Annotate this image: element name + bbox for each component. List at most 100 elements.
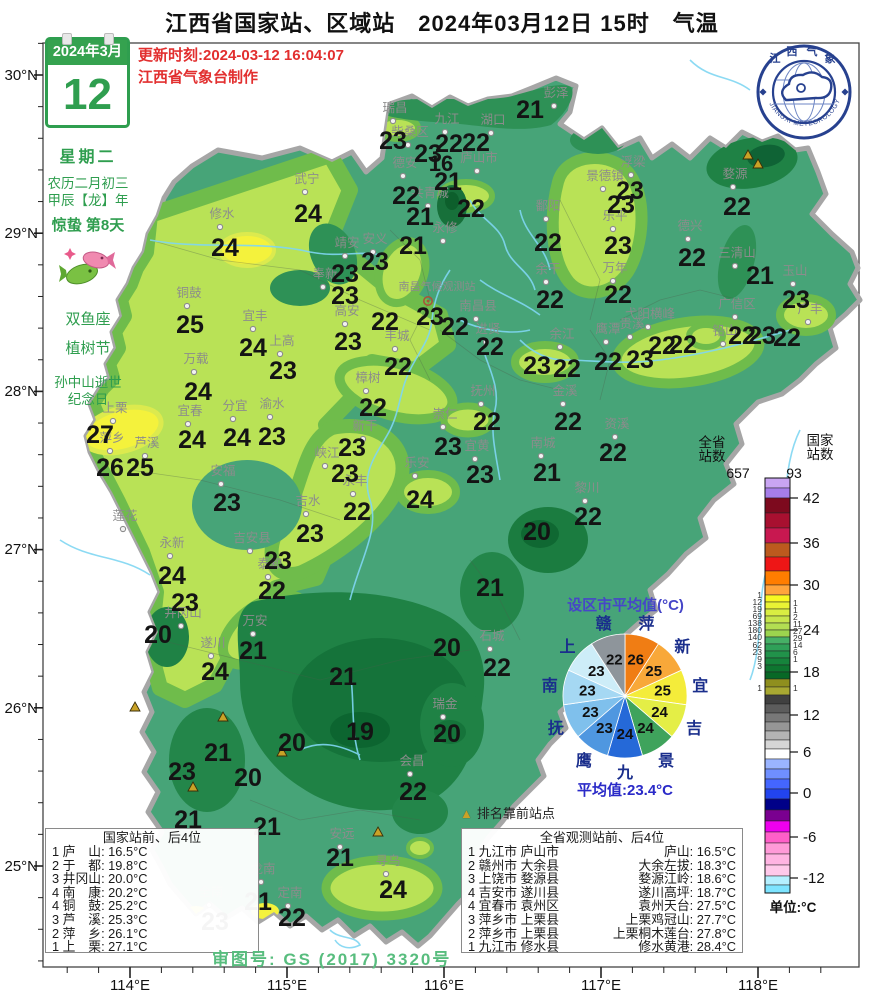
station-marker — [486, 645, 494, 653]
temp-value: 23 — [171, 589, 199, 617]
temp-value: 24 — [223, 424, 251, 452]
temp-value: 26 — [96, 454, 124, 482]
colorbar-tick-label: -12 — [803, 870, 825, 887]
station-marker — [599, 185, 607, 193]
temp-value: 22 — [599, 439, 627, 467]
colorbar-left-count: 138 — [748, 618, 762, 628]
colorbar-cell — [764, 758, 791, 770]
station-name: 德安 — [392, 155, 417, 170]
legend-national-header: 国家 站数 — [806, 433, 834, 462]
pie-value: 26 — [627, 652, 644, 669]
colorbar-cell — [764, 527, 791, 544]
station-name: 靖安 — [334, 235, 359, 250]
river-line — [149, 239, 381, 256]
boundary-line — [159, 639, 471, 681]
light-zone-xunwu — [321, 855, 443, 921]
lat-label: 25°N — [4, 858, 38, 875]
temp-value: 20 — [144, 621, 172, 649]
pie-city-label: 上 — [560, 638, 576, 656]
pie-value: 22 — [606, 652, 623, 669]
station-marker — [441, 128, 449, 136]
province-table-row: 2 赣州市 大余县 大余左拔: 18.3°C — [468, 857, 736, 873]
station-name: 浮梁 — [620, 154, 646, 169]
calendar-day: 12 — [63, 70, 112, 119]
boundary-line — [619, 289, 741, 321]
temp-value: 23 — [213, 489, 241, 517]
station-marker — [482, 338, 490, 346]
pie-city-label: 吉 — [686, 719, 702, 738]
station-marker — [439, 713, 447, 721]
colorbar-tick-label: 12 — [803, 707, 820, 724]
colorbar-left-count: 1 — [757, 590, 762, 600]
page-title: 江西省国家站、区域站 2024年03月12日 15时 气温 — [165, 11, 719, 36]
station-name: 乐平 — [602, 209, 627, 223]
temp-value: 22 — [435, 130, 463, 158]
station-marker — [382, 870, 390, 878]
station-name: 高安 — [334, 303, 359, 318]
station-marker — [804, 318, 812, 326]
station-name: 泰和 — [257, 557, 282, 571]
station-marker — [284, 902, 292, 910]
light-zone-zhangshu — [334, 355, 458, 425]
pie-value: 24 — [617, 726, 634, 743]
ranking-triangle-icon — [217, 711, 229, 722]
station-marker — [249, 325, 257, 333]
memorial-label-1: 孙中山逝世 — [54, 375, 122, 390]
colorbar-left-count: 9 — [757, 654, 762, 664]
pie-value: 23 — [596, 720, 613, 737]
dark-core-ruijin — [434, 720, 466, 744]
pie-city-label: 景 — [658, 752, 674, 770]
station-marker — [321, 462, 329, 470]
temp-value: 20 — [433, 720, 461, 748]
logo-cloud-spiral — [796, 83, 806, 93]
pisces-icon — [59, 248, 116, 285]
province-table-rows: 1 九江市 庐山市 庐山: 16.5°C 2 赣州市 大余县 大余左拔: 18.3°C… — [468, 845, 736, 954]
temp-value: 22 — [728, 322, 756, 350]
temp-value: 21 — [746, 262, 774, 290]
colorbar-tick-label: 0 — [803, 785, 811, 802]
ranking-triangle-icon — [372, 826, 384, 837]
station-name: 永修 — [432, 220, 458, 235]
province-table-row: 3 萍乡市 上栗县 上栗鸡冠山: 27.7°C — [468, 911, 736, 927]
boundary-line — [469, 559, 521, 641]
station-name: 修水 — [209, 206, 235, 221]
pie-value: 23 — [582, 704, 599, 721]
station-name: 广信区 — [718, 297, 756, 311]
temp-value: 23 — [416, 303, 444, 331]
temp-value: 22 — [773, 324, 801, 352]
calendar-widget: 2024年3月 12 — [45, 33, 130, 128]
lon-label: 114°E — [110, 977, 150, 994]
map-frame: 30°N 29°N 28°N 27°N 26°N 25°N 114°E 115°E 116°E 1… — [4, 42, 860, 994]
station-marker — [217, 480, 225, 488]
station-marker — [627, 171, 635, 179]
lunar-date: 农历二月初三 — [47, 176, 129, 191]
pie-city-label: 鹰 — [576, 751, 592, 770]
station-marker — [550, 102, 558, 110]
temp-value: 23 — [748, 322, 776, 350]
colorbar-cell — [764, 798, 791, 811]
station-name: 共青城 — [411, 186, 449, 200]
station-name: 万年 — [602, 261, 627, 275]
colorbar-left-count: 180 — [748, 625, 762, 635]
lat-label: 26°N — [4, 700, 38, 717]
colorbar-cell — [764, 788, 791, 800]
station-name: 遂川 — [200, 636, 225, 650]
boundary-line — [439, 329, 561, 391]
station-marker — [389, 117, 397, 125]
national-stations-table: 国家站前、后4位 1 庐 山: 16.5°C 2 于 都: 19.8°C 3 井冈山… — [45, 828, 259, 953]
station-marker — [257, 878, 265, 886]
colorbar-cell — [764, 864, 791, 877]
pie-value: 25 — [654, 683, 671, 700]
colorbar-cell — [764, 556, 791, 572]
colorbar-cell — [764, 497, 791, 514]
temp-value: 19 — [346, 718, 374, 746]
colorbar-border — [764, 477, 791, 894]
station-marker — [473, 167, 481, 175]
station-name: 鄱阳 — [535, 199, 560, 213]
colorbar-left-count: 19 — [753, 604, 763, 614]
temp-value: 23 — [466, 461, 494, 489]
temp-value: 23 — [604, 232, 632, 260]
colorbar-cell — [764, 712, 791, 723]
colorbar-cell — [764, 643, 791, 652]
temp-value: 22 — [574, 503, 602, 531]
